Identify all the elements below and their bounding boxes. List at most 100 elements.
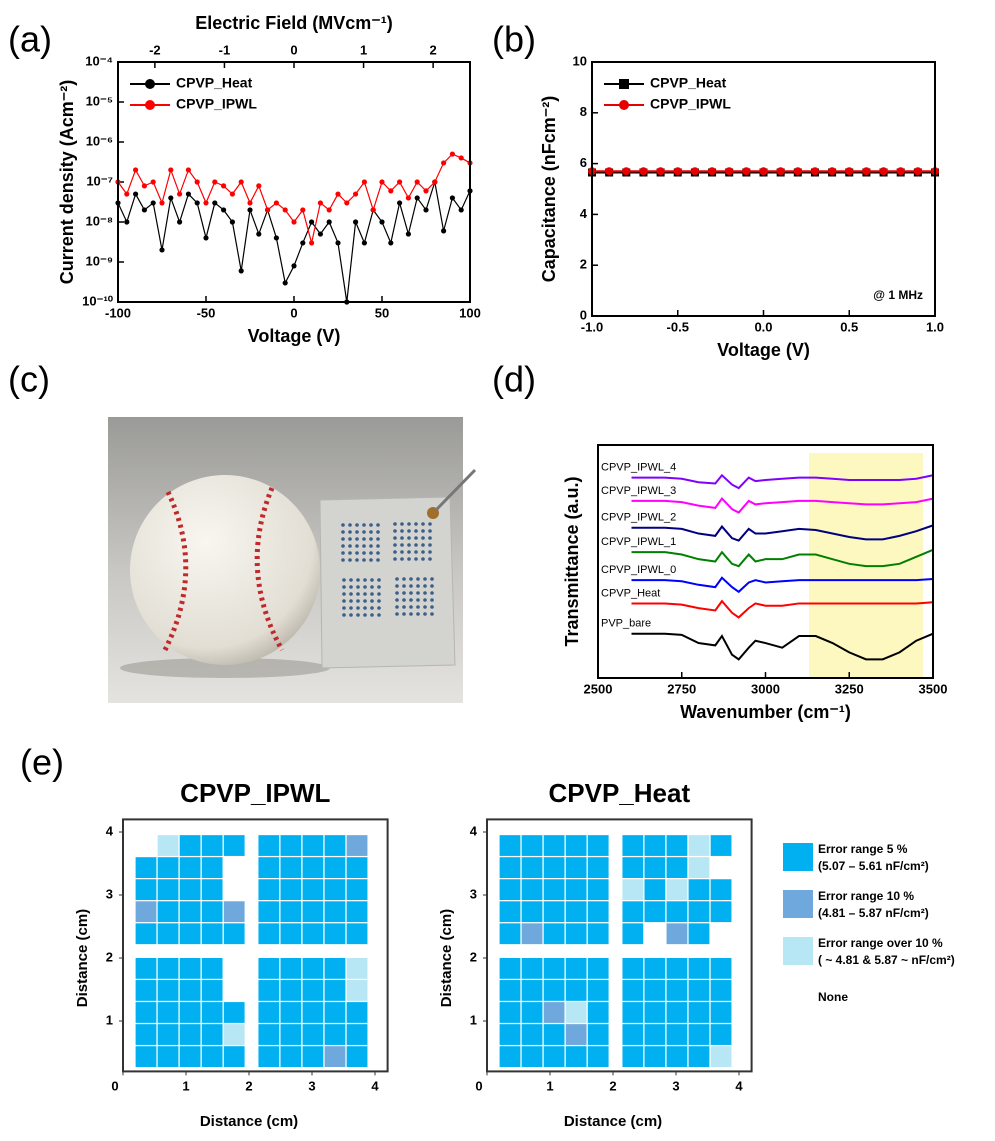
marker <box>186 191 191 196</box>
marker <box>230 219 235 224</box>
grid-cell <box>224 980 245 1001</box>
grid-cell <box>158 879 179 900</box>
marker <box>897 167 905 175</box>
grid-cell <box>347 1024 368 1045</box>
grid-cell <box>500 835 521 856</box>
grid-cell <box>136 923 157 944</box>
electrode-dot <box>395 577 399 581</box>
electrode-dot <box>430 577 434 581</box>
x-tick-label: 3 <box>672 1078 679 1093</box>
electrode-dot <box>402 591 406 595</box>
y-axis-title: Distance (cm) <box>438 909 455 1007</box>
marker <box>441 160 446 165</box>
grid-cell <box>667 901 688 922</box>
x-tick-label: 50 <box>375 305 389 320</box>
grid-cell <box>303 958 324 979</box>
marker <box>432 179 437 184</box>
grid-cell <box>158 1046 179 1067</box>
grid-cell <box>667 1024 688 1045</box>
electrode-dot <box>376 544 380 548</box>
grid-cell <box>136 1046 157 1067</box>
electrode-dot <box>369 537 373 541</box>
grid-cell <box>667 1002 688 1023</box>
grid-cell <box>224 1046 245 1067</box>
grid-cell <box>622 857 643 878</box>
grid-cell <box>224 879 245 900</box>
grid-cell <box>281 923 302 944</box>
grid-cell <box>500 879 521 900</box>
marker <box>362 240 367 245</box>
electrode-dot <box>407 557 411 561</box>
page: {"panel_labels": ["(a)", "(b)", "(c)", "… <box>0 0 995 1141</box>
grid-cell <box>325 857 346 878</box>
grid-cell <box>711 835 732 856</box>
grid-cell <box>202 1024 223 1045</box>
electrode-dot <box>349 606 353 610</box>
electrode-dot <box>349 613 353 617</box>
electrode-dot <box>407 529 411 533</box>
grid-cell <box>136 1024 157 1045</box>
y-tick-label: 10⁻⁶ <box>86 133 113 148</box>
electrode-dot <box>430 598 434 602</box>
y-tick-label: 10⁻⁴ <box>85 53 113 68</box>
marker <box>639 167 647 175</box>
marker <box>353 191 358 196</box>
grid-cell <box>588 879 609 900</box>
electrode-dot <box>416 584 420 588</box>
marker <box>168 167 173 172</box>
electrode-dot <box>349 592 353 596</box>
grid-cell <box>136 835 157 856</box>
grid-cell <box>544 901 565 922</box>
grid-cell <box>711 1046 732 1067</box>
electrode-dot <box>395 598 399 602</box>
marker <box>309 219 314 224</box>
electrode-dot <box>356 606 360 610</box>
marker <box>203 235 208 240</box>
y-tick-label: 2 <box>106 949 113 964</box>
x-tick-label: 0.0 <box>754 319 772 334</box>
x-tick-label: -50 <box>197 305 216 320</box>
electrode-dot <box>400 536 404 540</box>
marker <box>142 183 147 188</box>
marker <box>309 240 314 245</box>
electrode-dot <box>395 612 399 616</box>
electrode-dot <box>355 523 359 527</box>
grid-cell <box>689 879 710 900</box>
electrode-dot <box>414 550 418 554</box>
marker <box>265 207 270 212</box>
x-tick-label: 2 <box>245 1078 252 1093</box>
electrode-dot <box>414 529 418 533</box>
grid-cell <box>224 857 245 878</box>
grid-cell <box>711 857 732 878</box>
marker <box>256 231 261 236</box>
electrode-dot <box>407 543 411 547</box>
grid-cell <box>711 901 732 922</box>
y-tick-label: 10⁻⁸ <box>86 213 113 228</box>
grid-cell <box>281 857 302 878</box>
marker <box>212 179 217 184</box>
grid-cell <box>258 835 279 856</box>
y-tick-label: 10⁻¹⁰ <box>82 293 114 308</box>
plot-frame <box>592 62 935 316</box>
grid-cell <box>588 980 609 1001</box>
marker <box>760 167 768 175</box>
grid-cell <box>544 923 565 944</box>
grid-cell <box>347 1046 368 1067</box>
annotation: @ 1 MHz <box>873 288 923 302</box>
grid-cell <box>258 1046 279 1067</box>
electrode-dot <box>370 585 374 589</box>
y-tick-label: 10 <box>573 53 587 68</box>
electrode-dot <box>430 612 434 616</box>
marker <box>459 155 464 160</box>
x-tick-label: 3000 <box>751 681 780 696</box>
grid-cell <box>180 980 201 1001</box>
series-label: PVP_bare <box>601 618 651 630</box>
electrode-dot <box>400 522 404 526</box>
legend-marker <box>619 79 629 89</box>
y-tick-label: 2 <box>580 257 587 272</box>
electrode-dot <box>362 558 366 562</box>
electrode-dot <box>342 613 346 617</box>
electrode-dot <box>341 551 345 555</box>
electrode-dot <box>376 558 380 562</box>
legend-label: Error range 5 % <box>818 842 908 856</box>
